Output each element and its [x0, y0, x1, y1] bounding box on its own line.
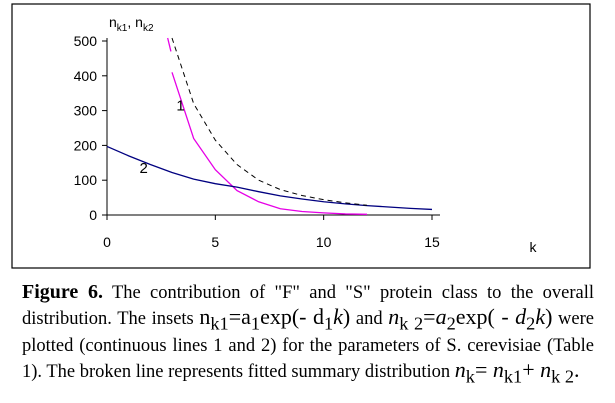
figure-panel: 0 100 200 300 400 500 0 5 10 15 k nk1, nk2 1 2 — [11, 3, 591, 269]
x-tick-label: 5 — [211, 234, 219, 250]
chart-labels: k nk1, nk2 1 2 — [109, 14, 538, 255]
series-line-2 — [106, 145, 433, 211]
curve-label: 2 — [140, 160, 148, 177]
series-line-1-top-fragment — [167, 37, 172, 52]
y-tick-label: 200 — [74, 137, 98, 153]
caption-text-3: were plotted (continuous lines 1 and 2) … — [22, 309, 594, 383]
figure-label: Figure 6. — [22, 281, 103, 303]
figure-caption: Figure 6. The contribution of "F" and "S… — [22, 281, 594, 389]
series-line-1 — [171, 72, 368, 215]
x-tick-label: 0 — [103, 234, 111, 250]
line-chart: 0 100 200 300 400 500 0 5 10 15 k nk1, nk2 1 2 — [11, 3, 591, 269]
axes: 0 100 200 300 400 500 0 5 10 15 — [74, 33, 440, 250]
figure-frame — [11, 3, 591, 269]
x-tick-label: 10 — [316, 234, 332, 250]
series-group — [106, 37, 433, 215]
caption-equation-3: nk= nk1+ nk 2. — [454, 357, 580, 387]
caption-equation-2: nk 2=a2exp( - d2k) — [388, 304, 553, 334]
y-axis-label: nk1, nk2 — [109, 14, 154, 34]
caption-equation-1: nk1=a1exp(- d1k) — [199, 304, 351, 334]
x-axis-label: k — [530, 239, 538, 255]
summary-distribution-line — [171, 37, 368, 206]
x-tick-label: 15 — [424, 234, 440, 250]
y-tick-label: 500 — [74, 33, 98, 49]
curve-label: 1 — [176, 98, 184, 115]
y-tick-label: 300 — [74, 103, 98, 119]
y-tick-label: 400 — [74, 68, 98, 84]
y-tick-label: 100 — [74, 172, 98, 188]
caption-text-1: The contribution of "F" and "S" protein … — [22, 283, 594, 329]
y-tick-label: 0 — [89, 207, 97, 223]
caption-text-2: and — [350, 309, 389, 329]
